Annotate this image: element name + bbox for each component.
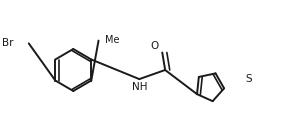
Text: Br: Br [2,38,14,48]
Text: Me: Me [105,35,119,45]
Text: O: O [151,41,159,51]
Text: S: S [246,74,252,84]
Text: NH: NH [132,82,147,92]
